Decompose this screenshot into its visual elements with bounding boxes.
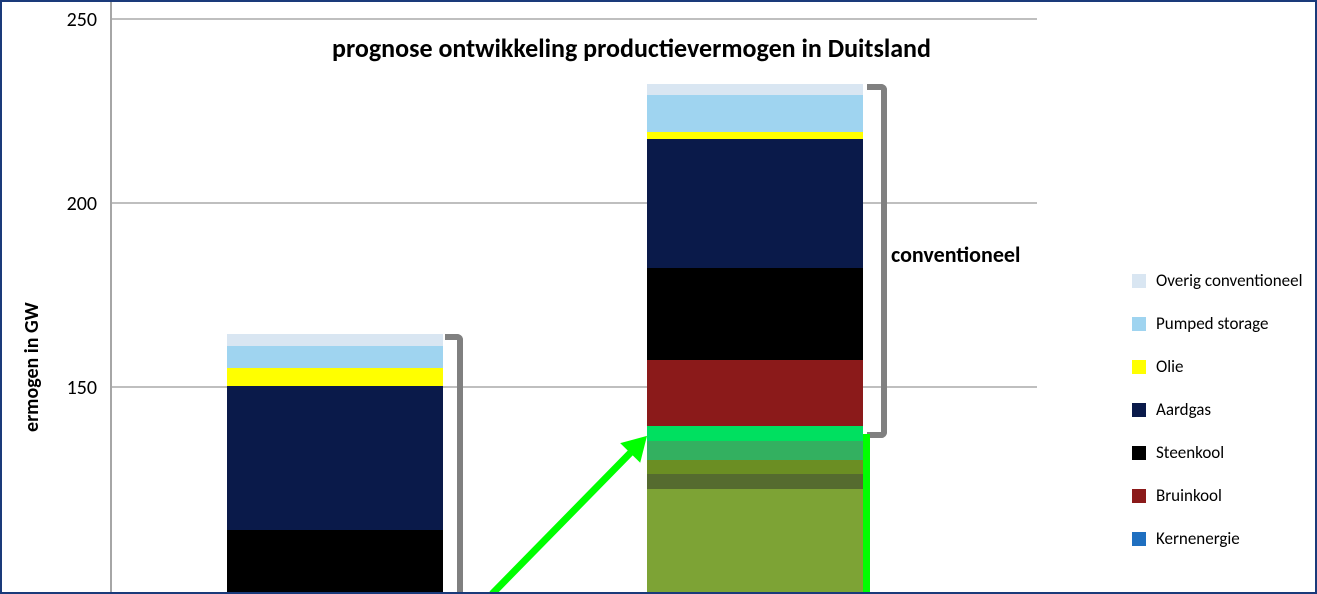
legend-swatch <box>1132 489 1146 503</box>
legend-label: Overig conventioneel <box>1156 270 1303 291</box>
ytick-150: 150 <box>37 376 97 400</box>
legend-swatch <box>1132 360 1146 374</box>
legend-item: Steenkool <box>1132 442 1303 463</box>
legend-item: Overig conventioneel <box>1132 270 1303 291</box>
legend-swatch <box>1132 446 1146 460</box>
legend-label: Pumped storage <box>1156 313 1268 334</box>
legend-item: Bruinkool <box>1132 485 1303 506</box>
legend-item: Olie <box>1132 356 1303 377</box>
legend-label: Steenkool <box>1156 442 1224 463</box>
legend-item: Kernenergie <box>1132 528 1303 549</box>
legend-label: Bruinkool <box>1156 485 1222 506</box>
plot-area: conventioneel <box>110 2 1037 594</box>
ytick-200: 200 <box>37 192 97 216</box>
y-axis-label: ermogen in GW <box>20 302 44 432</box>
legend-swatch <box>1132 317 1146 331</box>
legend-swatch <box>1132 532 1146 546</box>
legend-label: Kernenergie <box>1156 528 1240 549</box>
legend-swatch <box>1132 274 1146 288</box>
legend-swatch <box>1132 403 1146 417</box>
arrow-icon <box>112 2 1037 594</box>
legend-label: Aardgas <box>1156 399 1211 420</box>
legend-item: Pumped storage <box>1132 313 1303 334</box>
legend: Overig conventioneel Pumped storage Olie Aa… <box>1132 270 1303 571</box>
chart-frame: prognose ontwikkeling productievermogen … <box>0 0 1317 594</box>
green-marker <box>863 434 870 594</box>
legend-item: Aardgas <box>1132 399 1303 420</box>
legend-label: Olie <box>1156 356 1184 377</box>
ytick-250: 250 <box>37 8 97 32</box>
